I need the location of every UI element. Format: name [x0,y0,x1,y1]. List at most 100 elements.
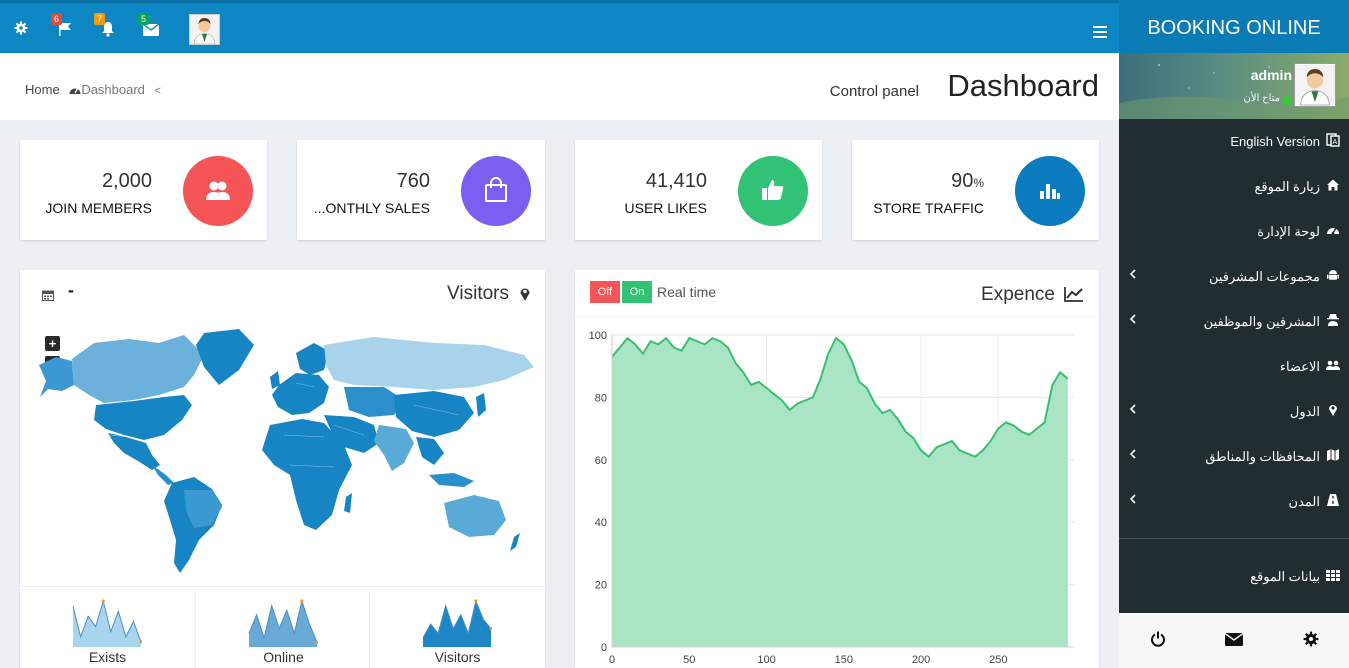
sidebar-item-site-data[interactable]: بيانات الموقع [1119,554,1349,599]
envelope-icon[interactable] [1224,632,1244,646]
map-middle-east[interactable] [324,415,379,453]
map-greenland[interactable] [196,329,254,385]
sidebar-item-admins-staff[interactable]: المشرفين والموظفين [1119,299,1349,344]
sidebar-item-cities[interactable]: المدن [1119,479,1349,524]
map-indonesia[interactable] [429,473,474,487]
sidebar-item-label: زيارة الموقع [1254,179,1321,194]
chevron-left-icon[interactable] [1129,268,1137,282]
map-usa[interactable] [94,395,192,440]
map-scandinavia[interactable] [296,343,329,375]
map-mexico[interactable] [108,433,160,470]
visitors-title: Visitors [447,283,509,304]
map-uk[interactable] [270,371,280,389]
sidebar-item-admin-groups[interactable]: مجموعات المشرفين [1119,254,1349,299]
stat-icon-circle [1015,156,1085,226]
sidebar-item-visit-site[interactable]: زيارة الموقع [1119,164,1349,209]
map-central-asia[interactable] [344,387,404,417]
sparkline-chart [422,599,492,647]
sparkline-chart [72,599,142,647]
sidebar-item-label: الدول [1289,404,1320,419]
sidebar-avatar[interactable] [1294,63,1336,107]
sidebar-item-label: بيانات الموقع [1250,569,1320,584]
gear-icon[interactable] [14,21,28,35]
bell-icon[interactable] [100,21,116,37]
map-japan[interactable] [476,393,486,417]
map-southeast-asia[interactable] [416,437,444,465]
sparkline-line [72,599,142,643]
power-icon[interactable] [1150,631,1166,647]
minimize-button[interactable]: - [68,280,74,300]
language-icon: A [1326,133,1340,147]
flag-icon[interactable] [57,21,73,37]
world-map[interactable] [34,325,534,575]
sparkline-separator [20,586,545,587]
sidebar-item-label: English Version [1230,134,1320,149]
map-madagascar[interactable] [344,493,352,513]
x-tick-label: 150 [835,654,853,666]
stat-value: 2,000 [101,170,152,192]
sidebar-item-members[interactable]: الاعضاء [1119,344,1349,389]
chevron-left-icon[interactable] [1129,313,1137,327]
sidebar-divider [1119,538,1349,539]
avatar[interactable] [189,14,220,45]
brand-logo[interactable]: BOOKING ONLINE [1119,0,1349,53]
map-new-zealand[interactable] [510,533,520,551]
sparkline-label: Visitors [434,649,481,665]
sidebar-item-label: المحافظات والمناطق [1205,449,1320,464]
sidebar-item-countries[interactable]: الدول [1119,389,1349,434]
y-tick-label: 60 [595,455,607,467]
chevron-left-icon[interactable] [1129,448,1137,462]
sidebar-item-dashboard[interactable]: لوحة الإدارة [1119,209,1349,254]
home-icon [1326,178,1340,192]
sparkline-online: Online [195,592,370,668]
road-icon [1326,493,1340,507]
map-europe[interactable] [272,373,329,415]
sparkline-line [422,599,492,639]
map-marker-icon [1326,403,1340,417]
map-central-america[interactable] [152,465,174,485]
user-panel: admin متاح الأن [1119,53,1349,119]
expence-area-fill [612,338,1068,647]
sidebar-item-governorates[interactable]: المحافظات والمناطق [1119,434,1349,479]
grid-icon [1326,568,1340,582]
calendar-icon[interactable] [42,288,54,306]
dashboard-icon [69,83,81,98]
map-china[interactable] [394,391,474,437]
map-australia[interactable] [444,495,506,537]
gear-icon[interactable] [1303,631,1319,647]
top-navbar: 6 7 5 [0,0,1119,53]
shopping-bag-icon [484,177,508,208]
page-subtitle: Control panel [829,83,919,100]
expence-area-chart[interactable]: 0 20 40 60 80 100 0 50 100 150 200 250 [575,322,1099,668]
map-russia[interactable] [324,337,534,390]
visitors-box: - Visitors + − Exists Online [20,270,545,668]
hamburger-icon[interactable] [1093,25,1107,38]
x-tick-label: 250 [989,654,1007,666]
sparkline-exists: Exists [20,592,195,668]
toggle-on-button[interactable]: On [622,281,652,303]
toggle-off-button[interactable]: Off [590,281,620,303]
map-india[interactable] [374,425,414,471]
stat-label: STORE TRAFFIC [873,200,984,216]
map-africa[interactable] [262,419,352,530]
map-canada[interactable] [72,335,204,403]
map-icon [1326,448,1340,462]
zoom-in-button[interactable]: + [45,336,60,351]
sparkline-max-point [300,599,304,603]
user-status-dot [1283,96,1292,105]
sparkline-label: Online [263,649,304,665]
map-brazil[interactable] [184,490,222,528]
sparkline-chart [248,599,318,647]
sparkline-area [73,601,141,647]
envelope-icon[interactable] [142,23,160,36]
chevron-left-icon[interactable] [1129,403,1137,417]
breadcrumb-home[interactable]: Home [25,82,60,97]
map-alaska[interactable] [39,357,74,397]
sidebar-item-label: لوحة الإدارة [1257,224,1320,239]
sidebar-item-english[interactable]: English Version A [1119,119,1349,164]
x-tick-label: 50 [683,654,695,666]
user-status: متاح الأن [1243,93,1280,104]
chevron-left-icon[interactable] [1129,493,1137,507]
stat-card-members: 2,000 JOIN MEMBERS [20,140,267,240]
sparkline-max-point [474,599,478,603]
